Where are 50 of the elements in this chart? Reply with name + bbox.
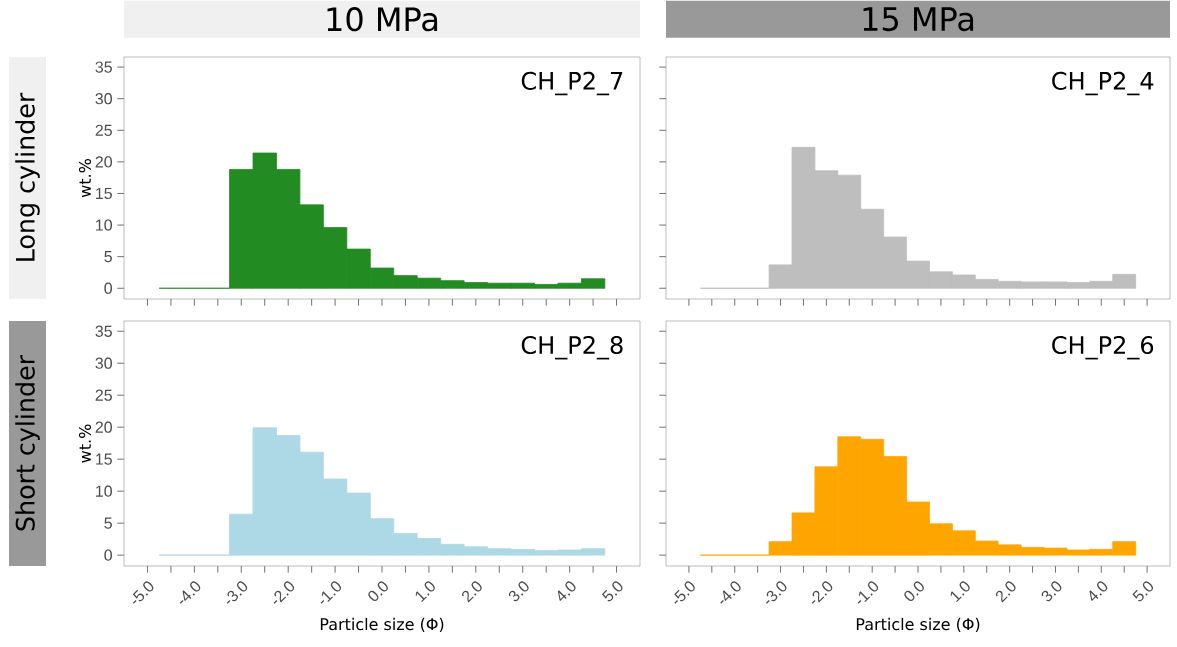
y-tick-label: 5 xyxy=(104,251,112,263)
y-tick-label: 10 xyxy=(96,219,113,231)
y-tick-label: 15 xyxy=(96,453,112,465)
text: Long cylinder xyxy=(15,92,40,261)
x-tick-label: -1.0 xyxy=(320,581,342,604)
y-tick-label: 20 xyxy=(95,156,113,168)
y-axis-title: wt.% xyxy=(78,159,92,198)
x-tick-label: -5.0 xyxy=(674,581,695,604)
y-axis-title: wt.% xyxy=(78,424,92,463)
x-tick-label: -3.0 xyxy=(226,581,248,604)
x-tick-label: 3.0 xyxy=(1041,581,1062,602)
x-tick-label: -5.0 xyxy=(132,581,154,604)
y-tick-label: 25 xyxy=(95,389,112,401)
x-tick-label: -1.0 xyxy=(857,581,879,604)
x-tick-label: -4.0 xyxy=(179,581,201,604)
x-tick-label: -3.0 xyxy=(766,581,787,604)
x-tick-label: 4.0 xyxy=(1089,581,1108,601)
annotation: CH_P2_7 xyxy=(521,71,623,96)
text: Short cylinder xyxy=(15,354,40,531)
y-tick-label: 10 xyxy=(96,485,113,497)
x-tick-label: -2.0 xyxy=(273,581,295,604)
x-tick-label: 1.0 xyxy=(415,581,435,603)
annotation: CH_P2_4 xyxy=(1052,71,1154,96)
y-tick-label: 35 xyxy=(95,325,112,337)
y-tick-label: 35 xyxy=(95,61,112,73)
annotation: CH_P2_6 xyxy=(1052,335,1154,360)
y-tick-label: 0 xyxy=(104,282,113,294)
chart-title: 15 MPa xyxy=(863,7,974,32)
x-tick-label: -4.0 xyxy=(720,581,741,604)
y-tick-label: 30 xyxy=(95,357,113,369)
x-axis-title: Particle size (Φ) xyxy=(856,617,980,633)
x-tick-label: 4.0 xyxy=(557,581,576,601)
x-tick-label: -2.0 xyxy=(811,581,833,604)
x-tick-label: 0.0 xyxy=(904,581,924,601)
x-tick-label: 1.0 xyxy=(950,581,970,603)
chart-title: 10 MPa xyxy=(327,7,438,32)
x-axis-title: Particle size (Φ) xyxy=(320,617,444,633)
x-tick-label: 2.0 xyxy=(995,581,1016,603)
y-tick-label: 0 xyxy=(104,549,113,561)
y-tick-label: 15 xyxy=(96,187,112,200)
annotation: CH_P2_8 xyxy=(521,335,623,360)
y-tick-label: 5 xyxy=(104,517,112,529)
y-tick-label: 25 xyxy=(95,124,112,136)
x-tick-label: 0.0 xyxy=(368,581,388,601)
y-tick-label: 20 xyxy=(95,421,113,433)
y-tick-label: 30 xyxy=(95,93,113,105)
x-tick-label: 5.0 xyxy=(601,581,623,602)
x-tick-label: 2.0 xyxy=(462,581,482,603)
x-tick-label: 5.0 xyxy=(1132,581,1154,602)
x-tick-label: 3.0 xyxy=(508,581,529,602)
